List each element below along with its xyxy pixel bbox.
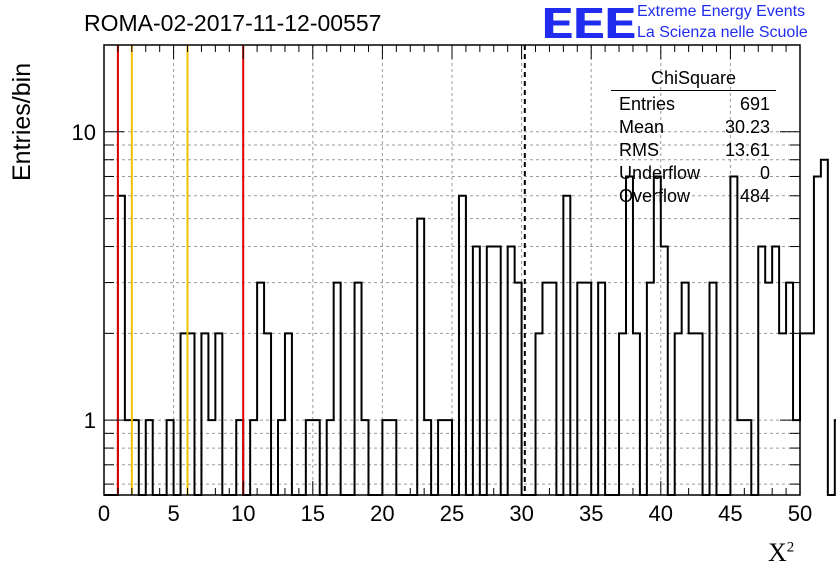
stats-key: Underflow xyxy=(619,163,701,183)
x-tick-label: 0 xyxy=(98,501,110,526)
x-tick-label: 40 xyxy=(649,501,673,526)
x-axis-label: X2 xyxy=(768,538,795,567)
x-tick-label: 30 xyxy=(509,501,533,526)
stats-value: 484 xyxy=(739,186,770,206)
y-axis-label: Entries/bin xyxy=(8,62,36,181)
x-tick-label: 35 xyxy=(579,501,603,526)
stats-value: 13.61 xyxy=(724,140,770,160)
x-tick-label: 10 xyxy=(231,501,255,526)
stats-key: Entries xyxy=(619,94,676,114)
x-tick-label: 25 xyxy=(440,501,464,526)
stats-value: 691 xyxy=(739,94,770,114)
stats-row-rms: RMS 13.61 xyxy=(611,139,776,162)
stats-key: RMS xyxy=(619,140,659,160)
y-tick-label: 1 xyxy=(84,408,96,433)
x-tick-label: 5 xyxy=(167,501,179,526)
stats-box: ChiSquare Entries 691 Mean 30.23 RMS 13.… xyxy=(611,68,776,208)
x-tick-label: 45 xyxy=(718,501,742,526)
stats-title: ChiSquare xyxy=(611,68,776,91)
x-tick-label: 15 xyxy=(301,501,325,526)
chart-title: ROMA-02-2017-11-12-00557 xyxy=(84,10,382,36)
stats-row-mean: Mean 30.23 xyxy=(611,116,776,139)
stats-row-entries: Entries 691 xyxy=(611,93,776,116)
stats-row-overflow: Overflow 484 xyxy=(611,185,776,208)
stats-key: Overflow xyxy=(619,186,691,206)
stats-value: 0 xyxy=(759,163,770,183)
logo-line-1: Extreme Energy Events xyxy=(637,3,806,20)
stats-row-underflow: Underflow 0 xyxy=(611,162,776,185)
x-tick-label: 50 xyxy=(788,501,812,526)
stats-value: 30.23 xyxy=(724,117,770,137)
eee-logo: EEE xyxy=(543,0,638,48)
stats-key: Mean xyxy=(619,117,665,137)
y-tick-label: 10 xyxy=(72,120,96,145)
x-tick-label: 20 xyxy=(370,501,394,526)
logo-line-2: La Scienza nelle Scuole xyxy=(637,24,808,41)
